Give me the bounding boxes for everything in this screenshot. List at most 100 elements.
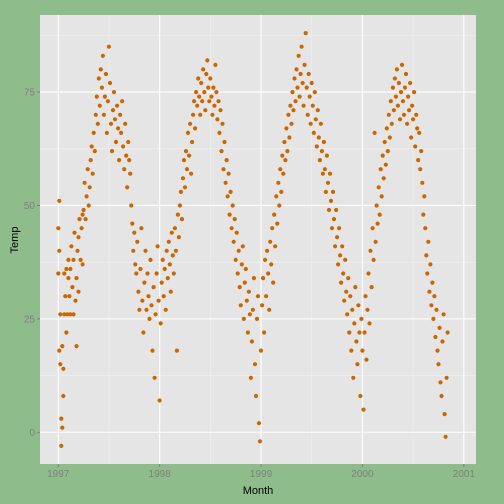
data-point	[168, 289, 173, 294]
data-point	[65, 312, 70, 317]
data-point	[190, 139, 195, 145]
data-point	[375, 221, 380, 226]
data-point	[105, 99, 110, 104]
data-point	[152, 375, 157, 380]
data-point	[431, 316, 436, 321]
data-point	[441, 312, 446, 317]
data-point	[57, 348, 62, 353]
data-point	[322, 167, 327, 172]
data-point	[153, 312, 158, 317]
data-point	[237, 285, 242, 290]
data-point	[430, 280, 435, 285]
data-point	[68, 266, 73, 272]
data-point	[165, 276, 170, 281]
data-point	[247, 312, 252, 317]
data-point	[163, 307, 168, 312]
data-point	[402, 85, 408, 90]
data-point	[119, 130, 124, 135]
data-point	[365, 307, 370, 312]
data-point	[245, 330, 250, 335]
data-point	[292, 76, 297, 81]
data-point	[218, 108, 223, 113]
data-point	[434, 307, 439, 312]
data-point	[183, 149, 189, 154]
data-point	[216, 99, 221, 104]
data-point	[181, 158, 187, 163]
y-tick-label: 25	[24, 314, 36, 325]
data-point	[220, 121, 225, 126]
data-point	[384, 126, 389, 131]
data-point	[214, 90, 219, 95]
data-point	[436, 362, 441, 367]
data-point	[123, 121, 128, 126]
data-point	[432, 294, 437, 299]
data-point	[148, 257, 153, 262]
data-point	[84, 194, 89, 199]
data-point	[205, 58, 210, 63]
data-point	[293, 99, 298, 104]
data-point	[242, 280, 247, 285]
data-point	[60, 344, 65, 349]
data-point	[178, 189, 183, 194]
data-point	[62, 312, 67, 317]
data-point	[286, 112, 291, 117]
data-point	[260, 303, 265, 308]
data-point	[269, 262, 274, 267]
data-point	[176, 235, 181, 240]
data-point	[95, 121, 100, 126]
data-point	[118, 112, 123, 117]
data-point	[427, 289, 432, 294]
data-point	[228, 189, 233, 194]
data-point	[307, 94, 312, 99]
data-point	[233, 257, 238, 262]
data-point	[303, 30, 308, 36]
data-point	[151, 285, 156, 290]
x-tick-label: 1997	[47, 469, 70, 480]
data-point	[333, 244, 338, 249]
data-point	[67, 294, 72, 299]
data-point	[246, 289, 251, 294]
data-point	[387, 135, 392, 140]
data-point	[97, 103, 102, 108]
data-point	[139, 226, 144, 231]
data-point	[219, 149, 224, 154]
data-point	[136, 289, 141, 294]
data-point	[210, 112, 215, 117]
data-point	[376, 185, 381, 190]
data-point	[343, 257, 348, 262]
data-point	[273, 244, 278, 249]
data-point	[71, 312, 76, 317]
data-point	[113, 139, 119, 145]
data-point	[106, 44, 111, 49]
data-point	[302, 62, 307, 67]
data-point	[177, 203, 182, 208]
data-point	[57, 248, 62, 253]
data-point	[226, 171, 231, 176]
data-point	[435, 348, 440, 353]
data-point	[69, 244, 74, 249]
data-point	[372, 130, 377, 135]
data-point	[179, 217, 185, 222]
data-point	[329, 226, 335, 231]
data-point	[400, 99, 406, 104]
data-point	[76, 235, 81, 240]
data-point	[405, 121, 410, 126]
data-point	[368, 248, 373, 253]
data-point	[392, 76, 397, 81]
data-point	[132, 230, 137, 235]
data-point	[166, 239, 171, 244]
data-point	[211, 85, 216, 90]
data-point	[131, 248, 136, 253]
data-point	[270, 226, 275, 231]
data-point	[96, 76, 101, 81]
data-point	[371, 257, 376, 262]
data-point	[102, 94, 107, 99]
data-point	[171, 271, 176, 276]
data-point	[419, 149, 424, 154]
data-point	[305, 112, 310, 117]
data-point	[445, 330, 450, 335]
data-point	[68, 312, 73, 317]
data-point	[412, 90, 417, 95]
data-point	[188, 121, 193, 126]
